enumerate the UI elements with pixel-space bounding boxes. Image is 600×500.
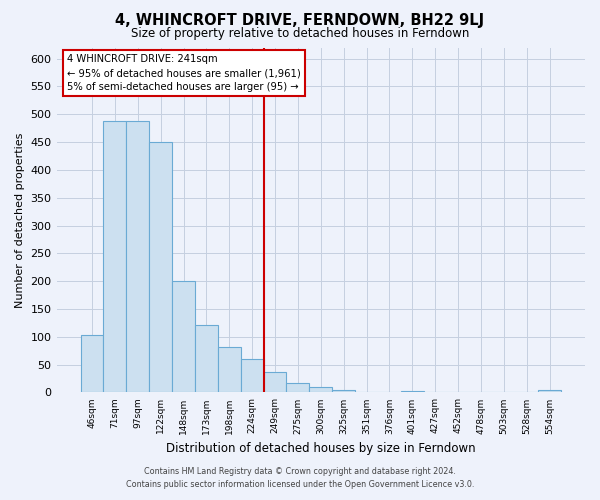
Bar	[195, 324, 218, 392]
Bar	[103, 122, 127, 392]
Text: 4, WHINCROFT DRIVE, FERNDOWN, BH22 9LJ: 4, WHINCROFT DRIVE, FERNDOWN, BH22 9LJ	[115, 12, 485, 28]
Bar	[172, 281, 195, 392]
Y-axis label: Number of detached properties: Number of detached properties	[15, 132, 25, 308]
Bar	[263, 372, 286, 392]
Bar	[241, 359, 263, 392]
X-axis label: Distribution of detached houses by size in Ferndown: Distribution of detached houses by size …	[166, 442, 476, 455]
Bar	[286, 383, 310, 392]
Bar	[332, 390, 355, 392]
Bar	[538, 390, 561, 392]
Text: 4 WHINCROFT DRIVE: 241sqm
← 95% of detached houses are smaller (1,961)
5% of sem: 4 WHINCROFT DRIVE: 241sqm ← 95% of detac…	[67, 54, 301, 92]
Text: Contains HM Land Registry data © Crown copyright and database right 2024.
Contai: Contains HM Land Registry data © Crown c…	[126, 468, 474, 489]
Bar	[127, 122, 149, 392]
Bar	[149, 142, 172, 393]
Text: Size of property relative to detached houses in Ferndown: Size of property relative to detached ho…	[131, 28, 469, 40]
Bar	[401, 391, 424, 392]
Bar	[310, 387, 332, 392]
Bar	[218, 347, 241, 393]
Bar	[80, 335, 103, 392]
